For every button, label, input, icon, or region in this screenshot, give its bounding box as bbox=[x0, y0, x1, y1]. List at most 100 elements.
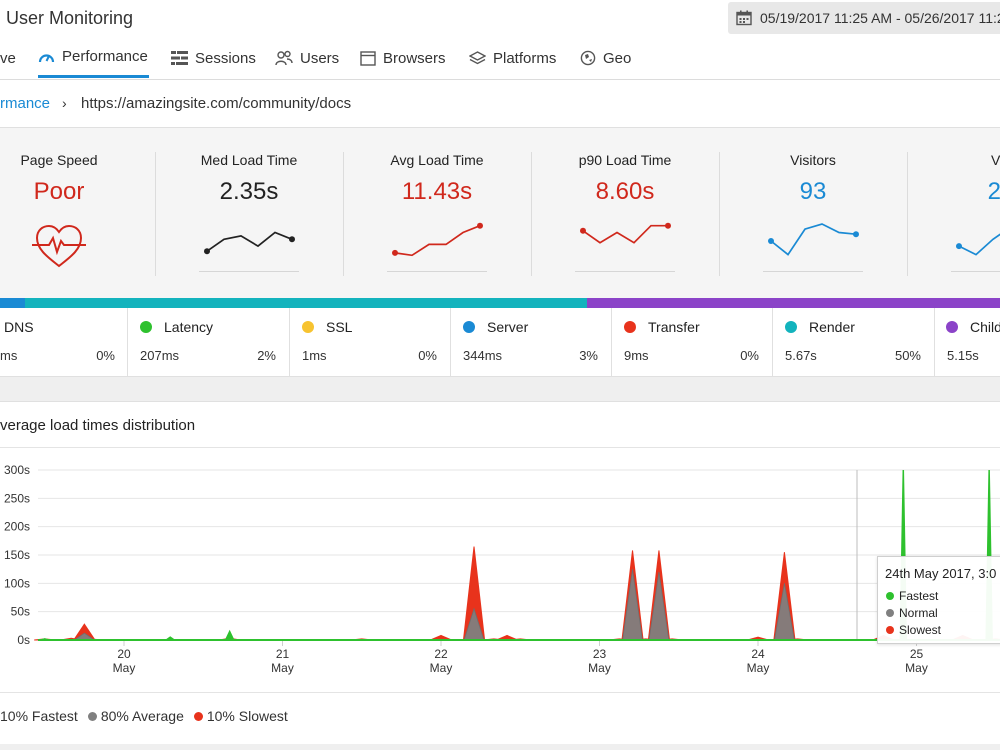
layers-icon bbox=[469, 50, 486, 64]
sparkline-line bbox=[206, 231, 293, 252]
tab-sessions[interactable]: Sessions bbox=[171, 38, 256, 78]
series-area-average bbox=[38, 569, 1000, 641]
legend-item-average[interactable]: 80% Average bbox=[87, 708, 184, 724]
kpi-divider bbox=[343, 152, 344, 276]
status-dot bbox=[140, 321, 152, 333]
x-tick-day: 22 bbox=[434, 647, 448, 661]
legend-item-slowest[interactable]: 10% Slowest bbox=[193, 708, 288, 724]
sparkline-chart bbox=[763, 223, 863, 272]
legend-dot bbox=[193, 711, 203, 721]
series-area-slowest bbox=[34, 546, 1000, 641]
x-tick-day: 21 bbox=[276, 647, 290, 661]
kpi-value: 11.43s bbox=[401, 178, 473, 205]
tab-overview[interactable]: ve bbox=[0, 38, 16, 78]
app-title: User Monitoring bbox=[6, 8, 134, 28]
divider bbox=[0, 447, 1000, 448]
sparkline-chart bbox=[951, 233, 1000, 272]
stage-server[interactable]: Server 344ms 3% bbox=[451, 308, 612, 376]
y-tick-label: 150s bbox=[4, 548, 30, 562]
sparkline-end-point bbox=[477, 222, 483, 229]
tab-label: Browsers bbox=[383, 49, 446, 67]
chart-tooltip: 24th May 2017, 3:0 Fastest Normal Slowes… bbox=[877, 556, 1000, 644]
tab-users[interactable]: Users bbox=[275, 38, 339, 78]
status-dot bbox=[946, 321, 958, 333]
sparkline-line bbox=[394, 224, 481, 257]
legend-item-fastest[interactable]: 10% Fastest bbox=[0, 708, 78, 724]
heartbeat-icon bbox=[32, 224, 86, 268]
calendar-icon bbox=[736, 10, 752, 26]
tooltip-row-fastest: Fastest bbox=[886, 589, 938, 603]
date-range-text: 05/19/2017 11:25 AM - 05/26/2017 11:25 bbox=[760, 10, 1000, 26]
chevron-right-icon: › bbox=[62, 95, 67, 111]
stage-name: SSL bbox=[326, 319, 353, 335]
stage-child[interactable]: Child 5.15s bbox=[935, 308, 1000, 376]
kpi-med-load-time[interactable]: Med Load Time 2.35s bbox=[155, 128, 343, 298]
sparkline-chart bbox=[387, 222, 487, 272]
stage-transfer[interactable]: Transfer 9ms 0% bbox=[612, 308, 773, 376]
sparkline-start-point bbox=[204, 248, 210, 255]
sparkline-line bbox=[958, 233, 1000, 256]
breadcrumb-link-performance[interactable]: rmance bbox=[0, 95, 51, 112]
users-icon bbox=[275, 50, 293, 66]
tab-label: Performance bbox=[62, 48, 148, 65]
stage-percent: 2% bbox=[257, 348, 276, 363]
stage-time: 5.15s bbox=[947, 348, 979, 363]
stage-percent: 0% bbox=[418, 348, 437, 363]
legend-dot bbox=[886, 626, 894, 634]
stage-time: 207ms bbox=[140, 348, 180, 363]
kpi-visitors[interactable]: Visitors 93 bbox=[719, 128, 907, 298]
kpi-value: 2.35s bbox=[219, 178, 279, 205]
status-dot bbox=[624, 321, 636, 333]
kpi-value: 93 bbox=[799, 178, 827, 205]
stage-bar-segment bbox=[586, 298, 1000, 308]
kpi-value: Poor bbox=[33, 178, 85, 205]
tab-platforms[interactable]: Platforms bbox=[469, 38, 556, 78]
tab-browsers[interactable]: Browsers bbox=[360, 38, 446, 78]
stage-ssl[interactable]: SSL 1ms 0% bbox=[290, 308, 451, 376]
kpi-value: 8.60s bbox=[595, 178, 655, 205]
stage-time: 344ms bbox=[463, 348, 503, 363]
chart-title: verage load times distribution bbox=[0, 417, 196, 434]
stage-name: Server bbox=[487, 319, 529, 335]
kpi-avg-load-time[interactable]: Avg Load Time 11.43s bbox=[343, 128, 531, 298]
kpi-divider bbox=[155, 152, 156, 276]
date-range-picker[interactable]: 05/19/2017 11:25 AM - 05/26/2017 11:25 bbox=[728, 2, 1000, 34]
kpi-label: Avg Load Time bbox=[390, 152, 484, 168]
sparkline-start-point bbox=[768, 238, 774, 244]
stage-name: Latency bbox=[164, 319, 214, 335]
sparkline-line bbox=[582, 224, 668, 244]
legend-slowest-label: 10% Slowest bbox=[206, 708, 288, 724]
tooltip-row-normal: Normal bbox=[886, 606, 938, 620]
kpi-p90-load-time[interactable]: p90 Load Time 8.60s bbox=[531, 128, 719, 298]
sparkline-start-point bbox=[580, 227, 586, 234]
stage-name: Render bbox=[809, 319, 855, 335]
stage-name: Transfer bbox=[648, 319, 700, 335]
legend-dot bbox=[886, 609, 894, 617]
kpi-label: Page Speed bbox=[20, 152, 98, 168]
load-distribution-chart[interactable]: 300s250s200s150s100s50s0s20May21May22May… bbox=[0, 448, 1000, 692]
stage-latency[interactable]: Latency 207ms 2% bbox=[128, 308, 290, 376]
legend-average-label: 80% Average bbox=[100, 708, 184, 724]
sparkline-end-point bbox=[665, 222, 671, 229]
gauge-icon bbox=[38, 53, 55, 62]
y-tick-label: 300s bbox=[4, 463, 30, 477]
tab-performance[interactable]: Performance bbox=[38, 38, 149, 78]
divider bbox=[0, 692, 1000, 693]
kpi-divider bbox=[531, 152, 532, 276]
stage-bar-segment bbox=[25, 298, 587, 308]
kpi-panel: Page Speed Poor Med Load Time 2.35s Avg … bbox=[0, 128, 1000, 298]
kpi-page-speed[interactable]: Page Speed Poor bbox=[0, 128, 153, 298]
stage-name: Child bbox=[970, 319, 1000, 335]
stage-dns[interactable]: DNS ms 0% bbox=[0, 308, 128, 376]
kpi-label: Visitors bbox=[790, 152, 836, 168]
stage-render[interactable]: Render 5.67s 50% bbox=[773, 308, 935, 376]
globe-icon bbox=[580, 50, 596, 66]
sparkline-chart bbox=[575, 222, 675, 272]
kpi-divider bbox=[907, 152, 908, 276]
x-tick-month: May bbox=[588, 661, 611, 675]
kpi-views[interactable]: Vie 20 bbox=[907, 128, 1000, 298]
chart-legend: 10% Fastest 80% Average 10% Slowest bbox=[0, 708, 298, 724]
sparkline-start-point bbox=[956, 243, 962, 250]
tab-geo[interactable]: Geo bbox=[580, 38, 631, 78]
x-tick-month: May bbox=[430, 661, 453, 675]
